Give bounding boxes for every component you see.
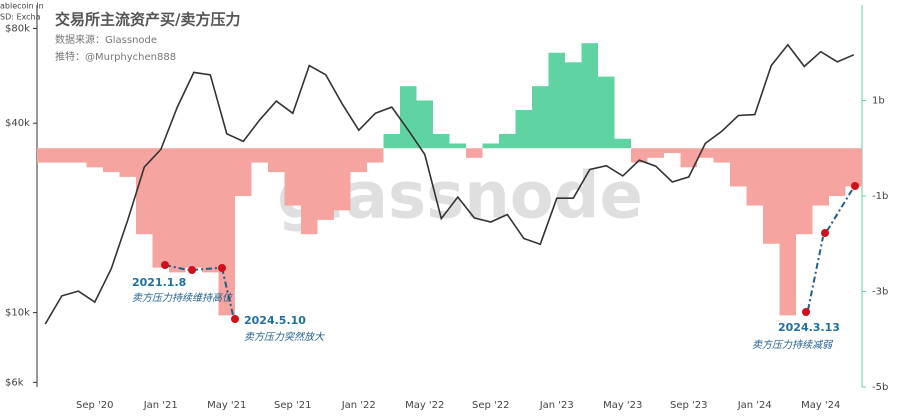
author: 推特：@Murphychen888 [55,50,176,63]
subtitle: 数据来源：Glassnode [55,33,157,46]
annotation-dot [802,308,810,316]
bar [235,148,252,196]
bar [482,143,499,149]
bar [845,148,862,187]
y2-tick-label: -3b [872,287,888,298]
bar [614,138,631,149]
bar [383,133,400,149]
bar [449,143,466,149]
y2-tick-label: 1b [872,96,885,107]
bar [631,148,648,163]
legend-fragment: SD: Excha [0,13,41,22]
x-tick-label: Jan '22 [341,400,376,411]
chart-title: 交易所主流资产买/卖方压力 [55,11,240,29]
x-tick-label: Sep '21 [274,400,312,411]
bar [713,148,730,163]
bar [548,52,565,149]
bar [433,133,450,149]
annotation-dot [821,229,829,237]
bar [367,148,384,163]
bar [317,148,334,220]
bar [779,148,796,316]
bar [763,148,780,244]
bar [70,148,87,163]
bar [664,148,681,154]
annotation-dot [188,266,196,274]
x-tick-label: Jan '23 [539,400,574,411]
x-tick-label: Sep '20 [76,400,114,411]
bar [581,43,598,149]
legend-fragment: ablecoin In [0,2,44,11]
annotation-text: 卖方压力持续减弱 [752,339,834,351]
x-tick-label: Jan '24 [737,400,772,411]
x-tick-label: May '22 [405,400,444,411]
x-tick-label: Jan '21 [143,400,178,411]
y-tick-label: $10k [5,308,30,319]
bar [598,76,615,149]
bar [746,148,763,206]
bar [152,148,169,268]
bar [697,148,714,158]
x-tick-label: Sep '23 [670,400,708,411]
x-tick-label: May '23 [603,400,642,411]
price-line [44,43,855,325]
annotation-dot [851,182,859,190]
bar [499,133,516,149]
annotation-date: 2024.3.13 [778,321,840,334]
bar [515,110,532,149]
x-tick-label: May '24 [801,400,840,411]
bar [119,148,136,177]
bar [400,86,417,149]
annotation-text: 卖方压力突然放大 [244,331,325,343]
bar [301,148,318,235]
bar [532,86,549,149]
annotations: 2021.1.8 卖方压力持续维持高位 2024.5.10 卖方压力突然放大 2… [132,182,859,351]
bar [284,148,301,206]
bar [251,148,268,163]
bar [103,148,120,173]
bar [350,148,367,173]
bar [829,148,846,196]
bar [647,148,664,158]
bar [565,62,582,149]
bar [466,148,483,158]
annotation-dot [231,315,239,323]
plot: $6k $10k $40k $80k 1b -1b -3b -5b Sep '20 Jan '21… [5,23,888,411]
bar [680,148,697,168]
bar [268,148,285,173]
y2-tick-label: -1b [872,191,888,202]
bar [796,148,813,235]
bar [53,148,70,163]
bar [730,148,747,187]
bar [812,148,829,206]
y-tick-label: $40k [5,118,30,129]
annotation-date: 2024.5.10 [244,314,306,327]
bar [136,148,153,235]
annotation-arrow [807,189,853,311]
annotation-date: 2021.1.8 [132,276,186,289]
bar [334,148,351,211]
x-tick-label: Sep '22 [472,400,510,411]
bar [86,148,103,168]
bar [202,148,219,273]
annotation-text: 卖方压力持续维持高位 [132,292,233,304]
bar [185,148,202,268]
annotation-dot [218,264,226,272]
y-tick-label: $6k [5,377,24,388]
annotation-dot [161,261,169,269]
bar [416,100,433,149]
y-tick-label: $80k [5,23,30,34]
x-tick-label: May '21 [207,400,246,411]
bar [218,148,235,316]
y2-tick-label: -5b [872,382,888,393]
bar [37,148,54,163]
bar [169,148,186,273]
